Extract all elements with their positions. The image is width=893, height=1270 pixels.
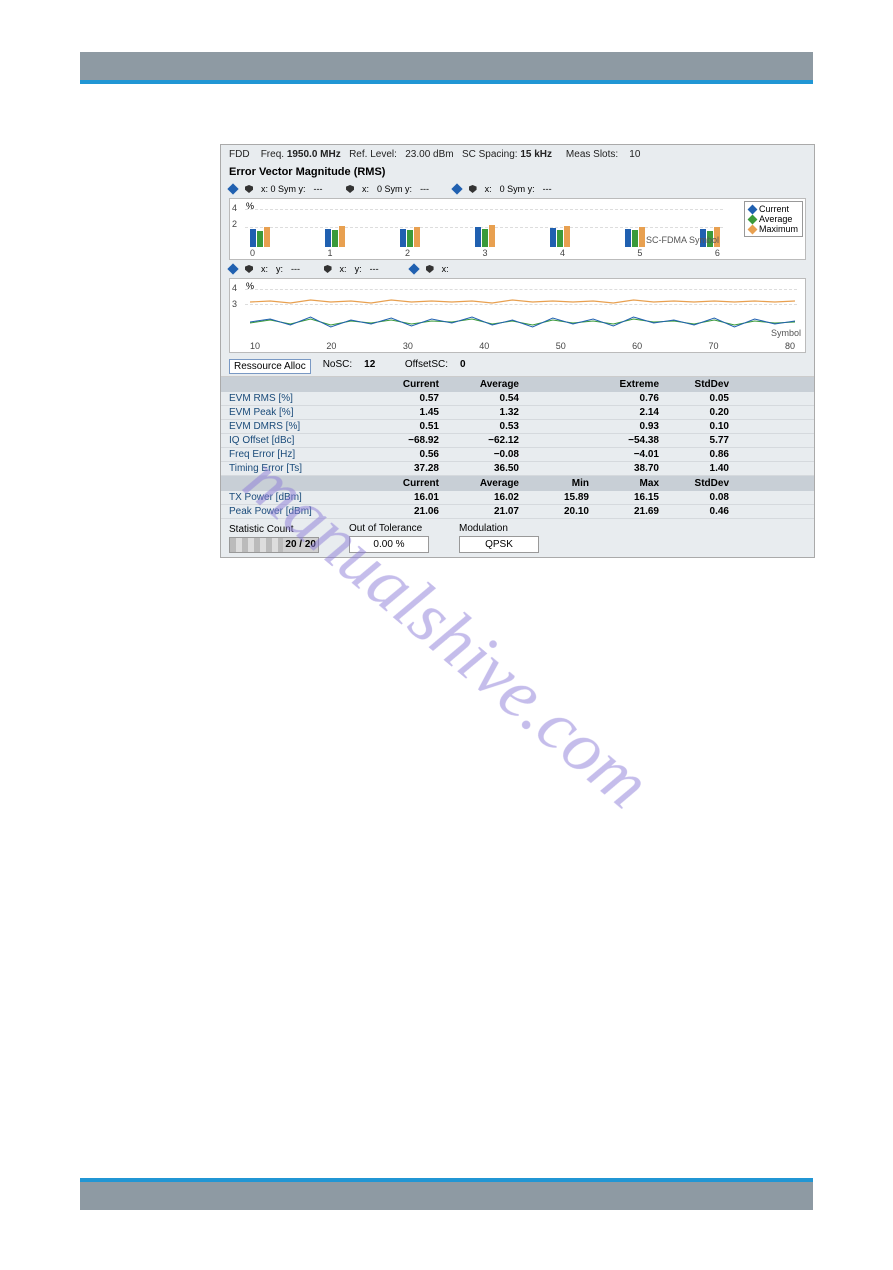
modulation: Modulation QPSK bbox=[459, 523, 539, 553]
lines bbox=[250, 287, 795, 337]
diamond-icon bbox=[748, 214, 758, 224]
table-row: EVM DMRS [%]0.510.530.930.10 bbox=[221, 420, 814, 434]
results-table: Ressource Alloc NoSC: 12 OffsetSC: 0 Cur… bbox=[221, 357, 814, 519]
gridline bbox=[245, 209, 723, 210]
diamond-icon bbox=[748, 224, 758, 234]
marker-val: --- bbox=[420, 184, 429, 194]
x-axis-label: Symbol bbox=[771, 328, 801, 338]
spacing-label: SC Spacing: bbox=[462, 149, 518, 160]
ref-value: 23.00 dBm bbox=[405, 149, 453, 160]
param-row: Ressource Alloc NoSC: 12 OffsetSC: 0 bbox=[221, 357, 814, 377]
table1-header: Current Average Extreme StdDev bbox=[221, 377, 814, 392]
tolerance: Out of Tolerance 0.00 % bbox=[349, 523, 429, 553]
table2-header: Current Average Min Max StdDev bbox=[221, 476, 814, 491]
offset-value: 0 bbox=[460, 359, 466, 374]
mode-label: FDD bbox=[229, 149, 250, 160]
shield-icon bbox=[469, 185, 477, 193]
marker-text: y: bbox=[276, 264, 283, 274]
marker-text: 0 Sym y: bbox=[500, 184, 535, 194]
current-line bbox=[250, 317, 795, 327]
freq-label: Freq. bbox=[261, 149, 284, 160]
legend: Current Average Maximum bbox=[744, 201, 803, 237]
table-row: EVM Peak [%]1.451.322.140.20 bbox=[221, 406, 814, 420]
max-line bbox=[250, 300, 795, 303]
shield-icon bbox=[324, 265, 332, 273]
marker-text: x: bbox=[261, 264, 268, 274]
top-blue-line bbox=[80, 80, 813, 84]
chart2-markers: x: y: --- x: y: --- x: bbox=[221, 262, 814, 276]
resource-alloc-field[interactable]: Ressource Alloc bbox=[229, 359, 311, 374]
x-labels: 1020304050607080 bbox=[250, 341, 795, 351]
offset-label: OffsetSC: bbox=[405, 359, 448, 374]
marker-text: y: bbox=[355, 264, 362, 274]
marker-text: x: bbox=[340, 264, 347, 274]
marker-val: --- bbox=[314, 184, 323, 194]
footer: Statistic Count 20 / 20 Out of Tolerance… bbox=[221, 519, 814, 557]
ref-label: Ref. Level: bbox=[349, 149, 397, 160]
stat-progress: 20 / 20 bbox=[229, 537, 319, 553]
bar-chart: 4 2 % 0123456 Current Average Maximum SC… bbox=[229, 198, 806, 260]
table-row: Peak Power [dBm]21.0621.0720.1021.690.46 bbox=[221, 505, 814, 519]
shield-icon bbox=[426, 265, 434, 273]
table-row: EVM RMS [%]0.570.540.760.05 bbox=[221, 392, 814, 406]
marker-val: --- bbox=[291, 264, 300, 274]
stat-count: Statistic Count 20 / 20 bbox=[229, 524, 319, 553]
line-chart: 4 3 % 1020304050607080 Symbol bbox=[229, 278, 806, 353]
shield-icon bbox=[245, 185, 253, 193]
nosc-label: NoSC: bbox=[323, 359, 352, 374]
marker-text: x: bbox=[362, 184, 369, 194]
marker-text: x: bbox=[485, 184, 492, 194]
table-row: Freq Error [Hz]0.56−0.08−4.010.86 bbox=[221, 448, 814, 462]
measurement-panel: FDD Freq. 1950.0 MHz Ref. Level: 23.00 d… bbox=[220, 144, 815, 558]
y-axis: 4 3 bbox=[232, 283, 237, 315]
bottom-bar bbox=[80, 1182, 813, 1210]
top-bar bbox=[80, 52, 813, 80]
shield-icon bbox=[346, 185, 354, 193]
slots-value: 10 bbox=[629, 149, 640, 160]
diamond-icon bbox=[227, 183, 238, 194]
spacer bbox=[0, 558, 893, 1178]
marker-val: --- bbox=[370, 264, 379, 274]
table-row: TX Power [dBm]16.0116.0215.8916.150.08 bbox=[221, 491, 814, 505]
marker-text: 0 Sym y: bbox=[377, 184, 412, 194]
slots-label: Meas Slots: bbox=[566, 149, 618, 160]
marker-text: x: bbox=[442, 264, 449, 274]
marker-val: --- bbox=[543, 184, 552, 194]
freq-value: 1950.0 MHz bbox=[287, 149, 341, 160]
x-axis-label: SC-FDMA Symbol bbox=[646, 235, 719, 245]
x-labels: 0123456 bbox=[250, 248, 720, 258]
table-row: IQ Offset [dBc]−68.92−62.12−54.385.77 bbox=[221, 434, 814, 448]
table-row: Timing Error [Ts]37.2836.5038.701.40 bbox=[221, 462, 814, 476]
diamond-icon bbox=[748, 204, 758, 214]
info-header: FDD Freq. 1950.0 MHz Ref. Level: 23.00 d… bbox=[221, 145, 814, 164]
avg-line bbox=[250, 319, 795, 325]
chart-title: Error Vector Magnitude (RMS) bbox=[221, 164, 814, 182]
y-axis: 4 2 bbox=[232, 203, 237, 235]
diamond-icon bbox=[408, 263, 419, 274]
diamond-icon bbox=[451, 183, 462, 194]
shield-icon bbox=[245, 265, 253, 273]
chart1-markers: x: 0 Sym y: --- x: 0 Sym y: --- x: 0 Sym… bbox=[221, 182, 814, 196]
marker-text: x: 0 Sym y: bbox=[261, 184, 306, 194]
diamond-icon bbox=[227, 263, 238, 274]
spacing-value: 15 kHz bbox=[520, 149, 552, 160]
nosc-value: 12 bbox=[364, 359, 375, 374]
